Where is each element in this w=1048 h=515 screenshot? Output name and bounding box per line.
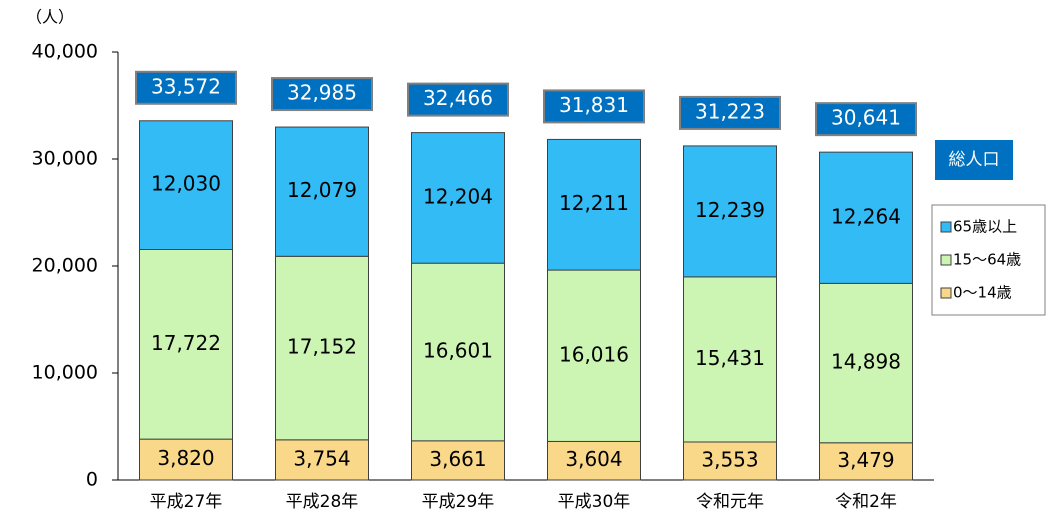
value-label: 3,604 bbox=[565, 447, 622, 471]
bar-segment bbox=[819, 442, 913, 481]
legend-swatch bbox=[940, 287, 952, 299]
value-label: 3,479 bbox=[837, 448, 894, 472]
bar-segment bbox=[683, 145, 777, 278]
bar-segment bbox=[411, 262, 505, 442]
value-label: 3,754 bbox=[293, 446, 350, 470]
bar-segment bbox=[139, 120, 233, 251]
value-label: 12,264 bbox=[831, 204, 901, 228]
bar-segment bbox=[547, 269, 641, 442]
value-label: 17,152 bbox=[287, 335, 357, 359]
total-label: 32,466 bbox=[423, 86, 493, 110]
x-tick-label: 平成29年 bbox=[422, 492, 495, 512]
value-label: 14,898 bbox=[831, 350, 901, 374]
total-label: 33,572 bbox=[151, 74, 221, 98]
total-box bbox=[679, 95, 781, 130]
value-label: 17,722 bbox=[151, 331, 221, 355]
total-name: 総人口 bbox=[949, 150, 1000, 170]
x-tick-label: 平成28年 bbox=[286, 492, 359, 512]
total-box bbox=[135, 70, 237, 105]
bar-segment bbox=[139, 438, 233, 481]
total-box bbox=[543, 89, 645, 124]
value-label: 12,211 bbox=[559, 191, 629, 215]
y-tick-label: 10,000 bbox=[32, 362, 98, 384]
bar-segment bbox=[139, 249, 233, 440]
y-unit: （人） bbox=[26, 8, 74, 27]
y-tick-label: 20,000 bbox=[32, 255, 98, 277]
total-label: 30,641 bbox=[831, 106, 901, 130]
bar-segment bbox=[547, 138, 641, 271]
y-tick-label: 40,000 bbox=[32, 41, 98, 63]
total-name-box bbox=[935, 140, 1013, 180]
value-label: 12,239 bbox=[695, 198, 765, 222]
bar-segment bbox=[819, 151, 913, 284]
legend-label: 0～14歳 bbox=[953, 284, 1012, 302]
bar-segment bbox=[275, 255, 369, 441]
total-label: 32,985 bbox=[287, 81, 357, 105]
value-label: 16,016 bbox=[559, 342, 629, 366]
bar-segment bbox=[275, 126, 369, 257]
value-label: 12,079 bbox=[287, 178, 357, 202]
total-label: 31,831 bbox=[559, 93, 629, 117]
bar-segment bbox=[683, 441, 777, 481]
bar-segment bbox=[683, 276, 777, 443]
y-tick-label: 30,000 bbox=[32, 148, 98, 170]
bar-segment bbox=[411, 132, 505, 264]
total-box bbox=[815, 102, 917, 137]
value-label: 15,431 bbox=[695, 346, 765, 370]
total-box bbox=[407, 82, 509, 117]
bar-segment bbox=[275, 439, 369, 481]
legend-label: 65歳以上 bbox=[953, 218, 1017, 236]
legend-swatch bbox=[940, 254, 952, 266]
legend-swatch bbox=[940, 221, 952, 233]
y-tick-label: 0 bbox=[86, 469, 98, 491]
value-label: 3,820 bbox=[157, 446, 214, 470]
x-tick-label: 平成27年 bbox=[150, 492, 223, 512]
total-box bbox=[271, 77, 373, 112]
bar-segment bbox=[411, 440, 505, 481]
value-label: 3,553 bbox=[701, 447, 758, 471]
total-label: 31,223 bbox=[695, 99, 765, 123]
x-tick-label: 令和元年 bbox=[696, 492, 764, 512]
bar-segment bbox=[547, 440, 641, 481]
value-label: 12,204 bbox=[423, 184, 493, 208]
x-tick-label: 令和2年 bbox=[835, 492, 897, 512]
bar-segment bbox=[819, 282, 913, 444]
legend-label: 15～64歳 bbox=[953, 251, 1021, 269]
value-label: 16,601 bbox=[423, 339, 493, 363]
value-label: 3,661 bbox=[429, 447, 486, 471]
value-label: 12,030 bbox=[151, 172, 221, 196]
x-tick-label: 平成30年 bbox=[558, 492, 631, 512]
